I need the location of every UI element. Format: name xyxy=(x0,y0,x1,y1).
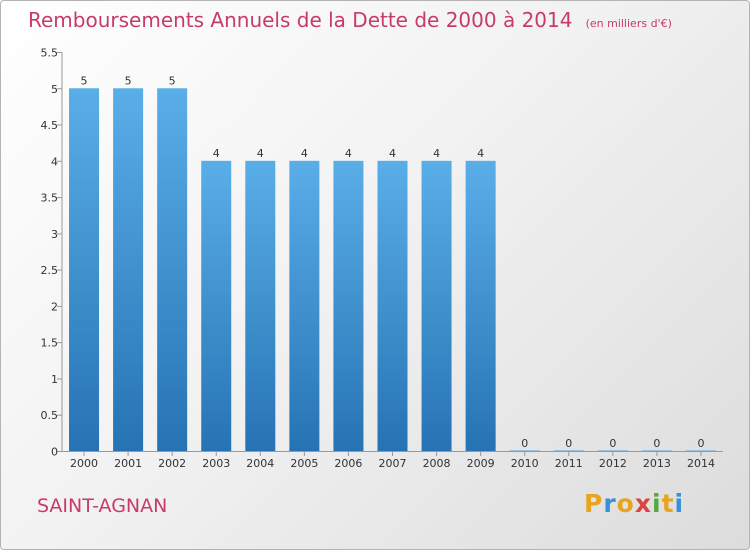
y-tick-label: 3.5 xyxy=(41,192,59,205)
data-label-2008: 4 xyxy=(433,147,440,160)
title-row: Remboursements Annuels de la Dette de 20… xyxy=(28,8,672,32)
data-label-2006: 4 xyxy=(345,147,352,160)
x-tick-label-2005: 2005 xyxy=(290,457,318,470)
y-tick-label: 0 xyxy=(51,446,58,459)
y-tick-label: 2.5 xyxy=(41,264,59,277)
data-label-2009: 4 xyxy=(477,147,484,160)
x-tick-label-2001: 2001 xyxy=(114,457,142,470)
x-tick-label-2002: 2002 xyxy=(158,457,186,470)
y-tick-label: 5 xyxy=(51,83,58,96)
bar-2002 xyxy=(157,88,188,451)
brand-logo: Proxiti xyxy=(584,489,684,518)
x-tick-label-2006: 2006 xyxy=(334,457,362,470)
data-label-2000: 5 xyxy=(81,74,88,87)
brand-letter: x xyxy=(634,489,652,518)
y-tick-label: 4.5 xyxy=(41,119,59,132)
x-tick-label-2000: 2000 xyxy=(70,457,98,470)
y-tick-label: 3 xyxy=(51,228,58,241)
data-label-2014: 0 xyxy=(697,437,704,450)
x-tick-label-2014: 2014 xyxy=(687,457,715,470)
x-tick-label-2011: 2011 xyxy=(555,457,583,470)
data-label-2013: 0 xyxy=(653,437,660,450)
bar-2001 xyxy=(113,88,144,451)
y-tick-label: 5.5 xyxy=(41,47,59,60)
bar-2000 xyxy=(69,88,100,451)
x-tick-label-2008: 2008 xyxy=(423,457,451,470)
bar-2006 xyxy=(333,160,364,451)
brand-letter: i xyxy=(652,489,662,518)
chart-subtitle: (en milliers d'€) xyxy=(585,17,672,30)
x-tick-label-2013: 2013 xyxy=(643,457,671,470)
x-tick-label-2007: 2007 xyxy=(379,457,407,470)
chart-title: Remboursements Annuels de la Dette de 20… xyxy=(28,8,573,32)
data-label-2012: 0 xyxy=(609,437,616,450)
y-tick-label: 1 xyxy=(51,373,58,386)
y-tick-label: 2 xyxy=(51,300,58,313)
y-tick-label: 1.5 xyxy=(41,337,59,350)
x-tick-label-2003: 2003 xyxy=(202,457,230,470)
brand-letter: r xyxy=(603,489,617,518)
x-tick-label-2010: 2010 xyxy=(511,457,539,470)
bar-2005 xyxy=(289,160,320,451)
data-label-2007: 4 xyxy=(389,147,396,160)
bar-2009 xyxy=(465,160,496,451)
data-label-2010: 0 xyxy=(521,437,528,450)
data-label-2002: 5 xyxy=(169,74,176,87)
x-tick-label-2012: 2012 xyxy=(599,457,627,470)
y-axis: 0 0.5 1 1.5 2 2.5 3 3.5 4 4.5 5 5.5 xyxy=(41,47,63,459)
data-label-2004: 4 xyxy=(257,147,264,160)
x-axis: 2000 2001 2002 2003 2004 2005 2006 2007 2008 2009… xyxy=(62,451,723,470)
brand-letter: i xyxy=(674,489,685,518)
y-tick-label: 4 xyxy=(51,155,58,168)
data-label-2011: 0 xyxy=(565,437,572,450)
y-tick-label: 0.5 xyxy=(41,409,59,422)
commune-name: SAINT-AGNAN xyxy=(37,495,168,517)
brand-letter: P xyxy=(584,489,604,518)
brand-letter: t xyxy=(661,489,675,518)
data-label-2001: 5 xyxy=(125,74,132,87)
brand-letter: o xyxy=(616,489,635,518)
bar-2008 xyxy=(421,160,452,451)
x-tick-label-2004: 2004 xyxy=(246,457,274,470)
bar-2007 xyxy=(377,160,408,451)
data-label-2003: 4 xyxy=(213,147,220,160)
bar-2003 xyxy=(201,160,232,451)
data-label-2005: 4 xyxy=(301,147,308,160)
bars: 5 5 5 4 4 4 4 4 4 4 0 0 0 0 0 xyxy=(69,74,716,451)
x-tick-label-2009: 2009 xyxy=(467,457,495,470)
bar-2004 xyxy=(245,160,276,451)
